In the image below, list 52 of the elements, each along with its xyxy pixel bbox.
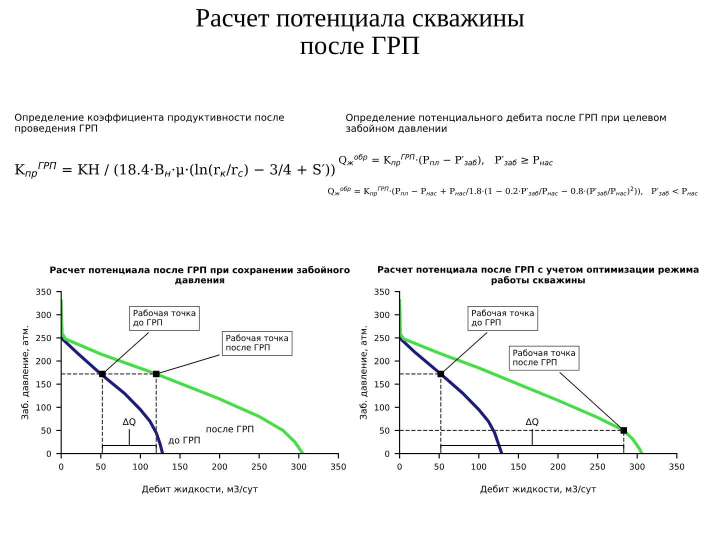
series-label: после ГРП bbox=[206, 426, 254, 432]
x-tick-label: 200 bbox=[550, 463, 566, 470]
x-tick-label: 100 bbox=[472, 463, 486, 470]
y-tick-label: 350 bbox=[36, 288, 51, 295]
series-label: до ГРП bbox=[168, 436, 200, 445]
x-tick-label: 350 bbox=[331, 463, 346, 470]
y-tick-label: 300 bbox=[374, 312, 390, 318]
x-tick-label: 300 bbox=[291, 463, 306, 470]
x-tick-label: 100 bbox=[133, 463, 148, 470]
text: Определение потенциального дебита после ГРП при целевом забойном давлении bbox=[346, 113, 666, 134]
y-tick-label: 250 bbox=[374, 334, 390, 342]
y-axis-title: Заб. давление, атм. bbox=[21, 326, 30, 420]
text: Определение коэффициента продуктивности после проведения ГРП bbox=[14, 114, 284, 134]
y-tick-label: 100 bbox=[374, 404, 390, 411]
y-tick-label: 150 bbox=[36, 381, 51, 388]
x-axis-title: Дебит жидкости, м3/сут bbox=[142, 485, 258, 494]
x-tick-label: 50 bbox=[434, 463, 444, 470]
x-axis-title: Дебит жидкости, м3/сут bbox=[480, 485, 596, 494]
annotation: ΔQ bbox=[122, 418, 136, 426]
x-tick-label: 200 bbox=[212, 463, 227, 470]
annotation: ΔQ bbox=[526, 418, 538, 426]
annotation: Рабочая точка после ГРП bbox=[513, 349, 575, 366]
x-tick-label: 0 bbox=[59, 463, 64, 470]
text: Расчет потенциала скважины после ГРП bbox=[196, 9, 524, 54]
annotation: Рабочая точка после ГРП bbox=[226, 334, 288, 351]
x-tick-label: 350 bbox=[669, 463, 684, 470]
y-axis-title: Заб. давление, атм. bbox=[360, 326, 368, 420]
y-tick-label: 200 bbox=[374, 358, 390, 364]
y-tick-label: 200 bbox=[36, 358, 51, 364]
annotation: Рабочая точка до ГРП bbox=[472, 310, 534, 327]
x-tick-label: 50 bbox=[96, 463, 106, 470]
annotation: Рабочая точка до ГРП bbox=[133, 310, 196, 327]
text: Q$_{ж}$$^{обр}$ = K$_{пр}$$^{ГРП}$·(P$_{пл}$ − P′$_{заб}$), P′$_{заб}$ ≥ P$_{нас}$ bbox=[338, 154, 553, 167]
y-tick-label: 300 bbox=[36, 312, 51, 318]
x-tick-label: 250 bbox=[252, 463, 267, 470]
chart-title: Расчет потенциала после ГРП с учетом оптимизации режима работы скважины bbox=[378, 266, 699, 286]
y-tick-label: 0 bbox=[46, 450, 51, 457]
y-tick-label: 150 bbox=[374, 381, 390, 388]
y-tick-label: 100 bbox=[36, 404, 51, 411]
y-tick-label: 350 bbox=[374, 288, 390, 295]
x-tick-label: 0 bbox=[398, 463, 402, 470]
x-tick-label: 250 bbox=[590, 463, 605, 470]
y-tick-label: 50 bbox=[42, 427, 51, 434]
y-tick-label: 50 bbox=[380, 427, 390, 434]
x-tick-label: 150 bbox=[511, 463, 526, 470]
y-tick-label: 0 bbox=[385, 450, 390, 457]
chart-title: Расчет потенциала после ГРП при сохранении забойного давления bbox=[50, 266, 350, 285]
text: Q$_{ж}$$^{обр}$ = K$_{пр}$$^{ГРП}$·(P$_{пл}$ − P$_{нас}$ + P$_{нас}$/1.8·(1 − 0.2·P′$_{заб}$/P$_{нас}$ − 0.8·(P′$_{заб}$/P$_{нас}$)$^{2}$)), P′$_{заб}$ < P$_{нас}$ bbox=[328, 186, 698, 197]
x-tick-label: 150 bbox=[172, 463, 188, 470]
y-tick-label: 250 bbox=[36, 334, 51, 342]
x-tick-label: 300 bbox=[630, 463, 645, 470]
text: K$_{пр}$$^{ГРП}$ = KH / (18.4·B$_{н}$·μ·(ln(r$_{к}$/r$_{с}$) − 3/4 + S′)) bbox=[15, 162, 335, 179]
